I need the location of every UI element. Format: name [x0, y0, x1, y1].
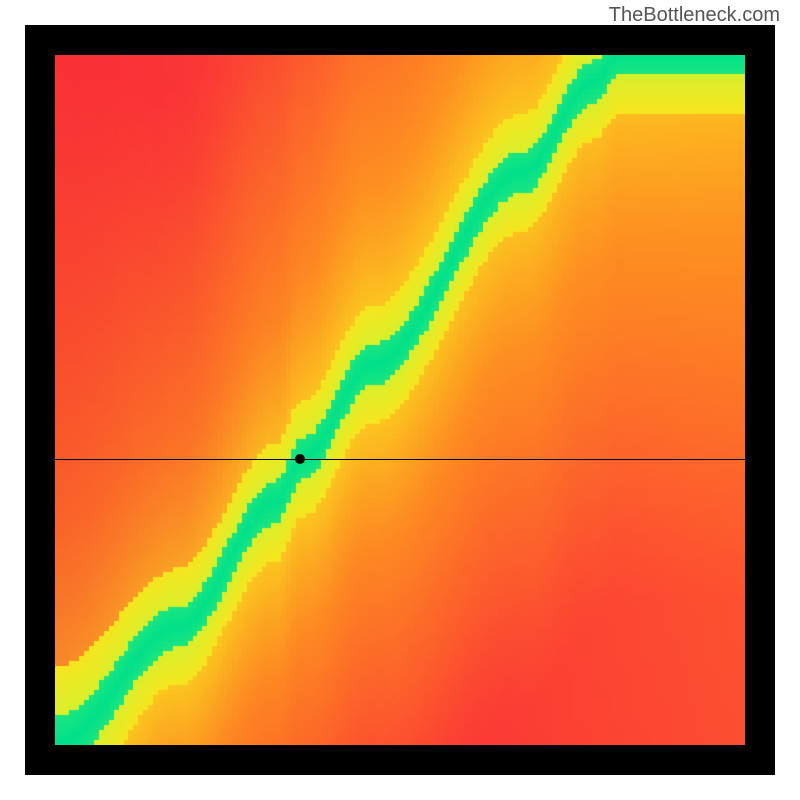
heatmap-canvas	[55, 55, 745, 745]
crosshair-horizontal	[55, 459, 745, 460]
selected-point-marker	[295, 454, 305, 464]
plot-area	[55, 55, 745, 745]
plot-outer-frame	[25, 25, 775, 775]
bottleneck-heatmap: TheBottleneck.com	[0, 0, 800, 800]
watermark-text: TheBottleneck.com	[609, 4, 780, 27]
